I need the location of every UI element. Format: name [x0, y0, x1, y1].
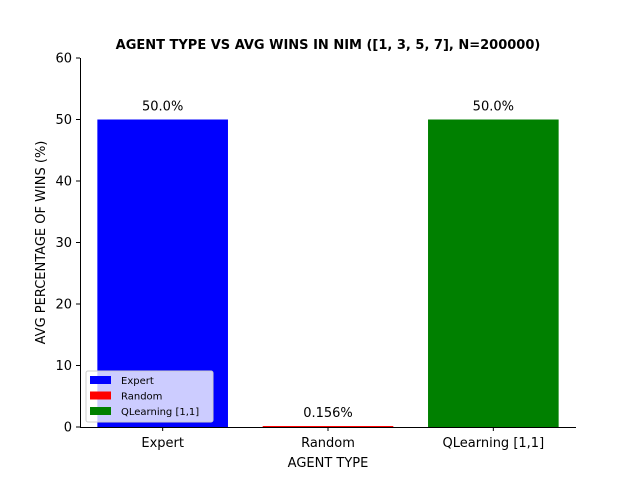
legend-swatch-qlearning-1-1: [90, 407, 111, 415]
bar-random: [262, 426, 394, 427]
data-label-expert: 50.0%: [142, 100, 183, 115]
legend-entries: Expert Random QLearning [1,1]: [90, 376, 199, 418]
legend-swatch-random: [90, 391, 111, 400]
y-tick-label: 50: [55, 113, 72, 128]
y-tick-label: 30: [55, 236, 72, 251]
chart-title: AGENT TYPE VS AVG WINS IN NIM ([1, 3, 5,…: [116, 38, 541, 53]
legend-frame: [85, 370, 214, 423]
legend-label-random: Random: [121, 392, 162, 403]
legend: Expert Random QLearning [1,1]: [85, 370, 214, 423]
y-tick-label: 0: [64, 421, 72, 436]
y-tick-label: 20: [55, 298, 72, 313]
y-ticks-layer: 0 10 20 30 40 50 60: [55, 52, 80, 436]
data-label-qlearning-1-1: 50.0%: [473, 100, 514, 115]
y-axis-label: AVG PERCENTAGE OF WINS (%): [34, 141, 49, 345]
legend-label-qlearning-1-1: QLearning [1,1]: [121, 407, 199, 418]
legend-label-expert: Expert: [121, 376, 154, 387]
data-label-random: 0.156%: [303, 406, 353, 421]
y-tick-label: 60: [55, 52, 72, 67]
x-ticks-layer: Expert Random QLearning [1,1]: [141, 427, 544, 451]
y-tick-label: 10: [55, 359, 72, 374]
bar-qlearning-1-1: [428, 119, 559, 427]
data-labels-layer: 50.0% 0.156% 50.0%: [142, 100, 514, 422]
legend-swatch-expert: [90, 376, 111, 384]
y-tick-label: 40: [55, 175, 72, 190]
x-tick-label: QLearning [1,1]: [443, 436, 545, 451]
x-tick-label: Random: [301, 436, 355, 451]
x-axis-label: AGENT TYPE: [288, 456, 369, 471]
x-tick-label: Expert: [141, 436, 184, 451]
